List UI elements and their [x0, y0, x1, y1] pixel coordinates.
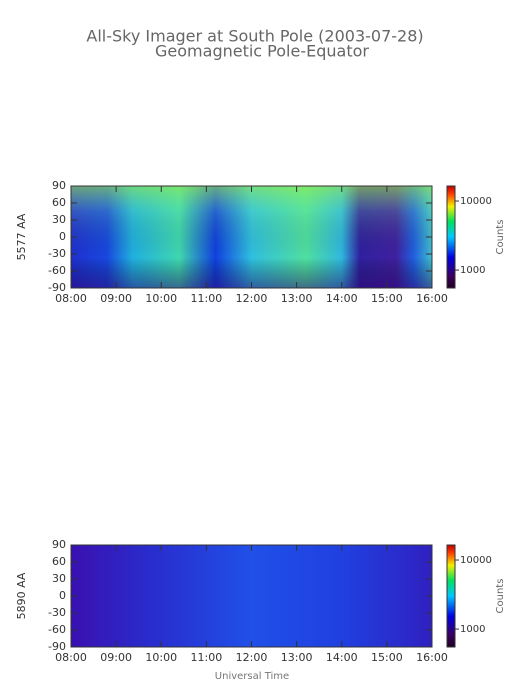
y-tick-label: -60 [48, 264, 66, 277]
x-tick-label: 16:00 [416, 292, 448, 305]
y-tick-label: 30 [52, 213, 66, 226]
y-tick-label: -30 [48, 606, 66, 619]
y-tick-label: 60 [52, 555, 66, 568]
x-tick-label: 15:00 [371, 292, 403, 305]
colorbar-label: Counts [495, 579, 506, 614]
y-tick-label: -60 [48, 623, 66, 636]
colorbar-tick-label: 1000 [460, 265, 485, 276]
chart-subtitle: Geomagnetic Pole-Equator [155, 42, 369, 61]
colorbar-tick-label: 10000 [460, 196, 492, 207]
x-tick-label: 08:00 [55, 651, 87, 664]
x-tick-label: 13:00 [281, 292, 313, 305]
x-axis-label: Universal Time [215, 671, 289, 680]
x-tick-label: 16:00 [416, 651, 448, 664]
x-tick-label: 12:00 [236, 651, 268, 664]
x-tick-label: 11:00 [191, 292, 223, 305]
y-tick-label: -30 [48, 247, 66, 260]
heatmap [71, 545, 432, 647]
y-tick-label: -90 [48, 640, 66, 653]
y-tick-label: 60 [52, 196, 66, 209]
y-tick-label: 0 [59, 230, 66, 243]
y-axis-label: 5577 AA [15, 213, 28, 260]
y-axis-label: 5890 AA [15, 572, 28, 619]
chart-title: All-Sky Imager at South Pole (2003-07-28… [86, 27, 423, 46]
y-tick-label: -90 [48, 281, 66, 294]
colorbar [446, 544, 456, 648]
colorbar-tick-label: 1000 [460, 624, 485, 635]
colorbar-tick-label: 10000 [460, 555, 492, 566]
x-tick-label: 09:00 [100, 292, 132, 305]
x-tick-label: 10:00 [145, 292, 177, 305]
x-tick-label: 12:00 [236, 292, 268, 305]
x-tick-label: 15:00 [371, 651, 403, 664]
x-tick-label: 08:00 [55, 292, 87, 305]
x-tick-label: 14:00 [326, 651, 358, 664]
colorbar [446, 185, 456, 289]
y-tick-label: 90 [52, 179, 66, 192]
x-tick-label: 11:00 [191, 651, 223, 664]
heatmap [71, 186, 432, 288]
x-tick-label: 10:00 [145, 651, 177, 664]
y-tick-label: 0 [59, 589, 66, 602]
x-tick-label: 13:00 [281, 651, 313, 664]
x-tick-label: 09:00 [100, 651, 132, 664]
colorbar-label: Counts [495, 220, 506, 255]
y-tick-label: 90 [52, 538, 66, 551]
x-tick-label: 14:00 [326, 292, 358, 305]
y-tick-label: 30 [52, 572, 66, 585]
